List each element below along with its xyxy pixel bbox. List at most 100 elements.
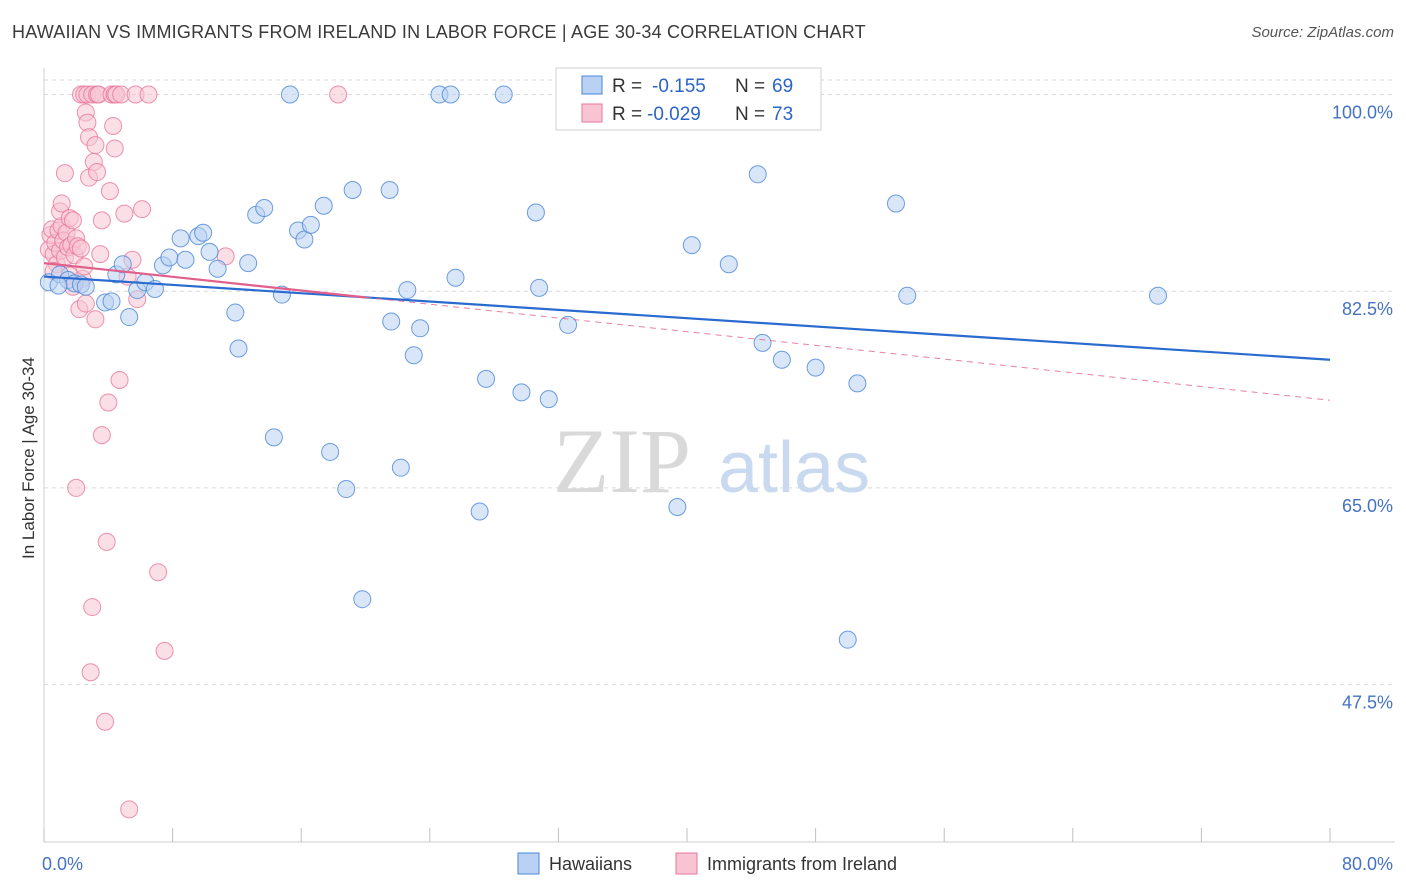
trend-line-ireland-extension — [365, 296, 1331, 401]
data-point — [321, 442, 340, 461]
data-point — [149, 563, 168, 582]
data-point — [1148, 286, 1167, 305]
data-point — [52, 194, 71, 213]
data-point — [314, 196, 333, 215]
y-tick-label: 65.0% — [1342, 496, 1393, 516]
x-tick-label: 80.0% — [1342, 854, 1393, 874]
legend-swatch-ireland — [581, 103, 603, 123]
data-point — [272, 285, 291, 304]
legend-r-label-1: R = — [612, 76, 642, 97]
data-point — [105, 139, 124, 158]
y-tick-label: 47.5% — [1342, 693, 1393, 713]
data-point — [301, 215, 320, 234]
data-point — [329, 85, 348, 104]
data-point — [239, 254, 258, 273]
chart-title: HAWAIIAN VS IMMIGRANTS FROM IRELAND IN L… — [12, 22, 866, 42]
source-credit: Source: ZipAtlas.com — [1251, 24, 1394, 41]
data-point — [100, 182, 119, 201]
bottom-legend-swatch-hawaiians — [517, 852, 540, 875]
bottom-legend-ireland: Immigrants from Ireland — [707, 854, 897, 874]
legend-n-label-2: N = — [735, 104, 765, 125]
data-point — [86, 310, 105, 329]
legend-n-value-1: 69 — [772, 76, 793, 97]
data-point — [96, 712, 115, 731]
data-point — [97, 532, 116, 551]
data-point — [120, 800, 139, 819]
legend-n-value-2: 73 — [772, 104, 793, 125]
data-point — [398, 281, 417, 300]
watermark: ZIP atlas — [553, 410, 870, 512]
grid-lines — [44, 79, 1395, 686]
y-tick-label: 82.5% — [1342, 299, 1393, 319]
data-point — [343, 181, 362, 200]
legend-r-value-1: -0.155 — [652, 76, 706, 97]
data-point — [848, 374, 867, 393]
data-point — [411, 319, 430, 338]
data-point — [133, 200, 152, 219]
data-point — [470, 502, 489, 521]
data-point — [110, 371, 129, 389]
watermark-atlas: atlas — [718, 428, 870, 508]
data-point — [477, 369, 496, 388]
data-point — [380, 181, 399, 200]
data-point — [92, 426, 111, 445]
data-point — [382, 312, 401, 331]
data-point — [55, 164, 74, 183]
data-point — [526, 203, 545, 222]
legend-swatch-hawaiians — [581, 75, 603, 95]
data-point — [208, 259, 227, 278]
y-axis-title: In Labor Force | Age 30-34 — [19, 357, 38, 559]
trend-lines — [43, 262, 1331, 401]
data-point — [682, 236, 701, 255]
data-point — [102, 292, 121, 311]
axes — [43, 68, 1395, 843]
data-point — [67, 478, 86, 497]
data-point — [772, 350, 791, 369]
bottom-legend-swatch-ireland — [675, 852, 698, 875]
y-tick-label: 100.0% — [1332, 102, 1393, 122]
data-point — [194, 223, 213, 242]
data-point — [104, 116, 123, 135]
data-point — [353, 590, 372, 609]
data-point — [255, 199, 274, 218]
y-tick-labels: 47.5% 65.0% 82.5% 100.0% — [1332, 102, 1393, 712]
data-point — [539, 390, 558, 409]
data-point — [264, 428, 283, 447]
series-ireland-points — [39, 85, 348, 819]
data-point — [171, 229, 190, 248]
data-point — [530, 278, 549, 297]
data-point — [113, 255, 132, 274]
bottom-legend: Hawaiians Immigrants from Ireland — [517, 852, 897, 875]
data-point — [719, 255, 738, 274]
bottom-legend-hawaiians: Hawaiians — [549, 854, 632, 874]
data-point — [446, 268, 465, 287]
data-point — [63, 211, 82, 230]
data-point — [559, 315, 578, 334]
data-point — [160, 248, 179, 267]
trend-line-hawaiians — [43, 275, 1331, 361]
data-point — [120, 308, 139, 327]
data-point — [226, 303, 245, 322]
data-point — [92, 211, 111, 230]
data-point — [337, 480, 356, 499]
data-point — [155, 641, 174, 660]
trend-line-ireland — [43, 262, 366, 299]
data-point — [229, 339, 248, 358]
data-point — [280, 85, 299, 104]
data-point — [748, 165, 767, 184]
data-point — [76, 294, 95, 313]
data-point — [88, 163, 107, 182]
data-point — [391, 458, 410, 477]
data-point — [898, 286, 917, 305]
data-point — [806, 358, 825, 377]
data-point — [99, 393, 118, 412]
data-point — [139, 85, 158, 104]
legend-n-label-1: N = — [735, 76, 765, 97]
x-tick-label: 0.0% — [42, 854, 83, 874]
data-point — [71, 239, 90, 258]
data-point — [49, 276, 68, 295]
data-point — [494, 85, 513, 104]
x-tick-labels: 0.0% 80.0% — [42, 854, 1393, 874]
data-point — [81, 663, 100, 682]
